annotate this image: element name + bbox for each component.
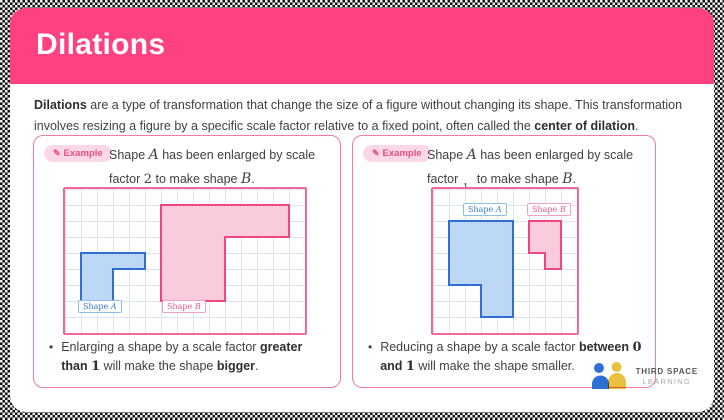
example-badge-label: Example xyxy=(63,148,103,159)
bullet-point-enlarge: • Enlarging a shape by a scale factor gr… xyxy=(49,340,303,374)
pencil-icon: ✎ xyxy=(372,148,380,158)
bullet-dot: • xyxy=(368,340,373,354)
shapes-svg-left xyxy=(80,204,290,302)
logo-people-icon xyxy=(591,362,626,389)
bold-number-1: 1 xyxy=(405,359,415,374)
coordinate-grid-right: Shape A Shape B xyxy=(431,187,579,335)
intro-period: . xyxy=(634,119,639,133)
shape-a-label: Shape A xyxy=(463,203,507,216)
pencil-icon: ✎ xyxy=(53,148,61,158)
bold-number-0: 0 xyxy=(632,340,642,355)
math-number-2: 2 xyxy=(143,172,153,187)
shape-a-label: Shape A xyxy=(78,300,122,313)
intro-bold-center-of-dilation: center of dilation xyxy=(534,119,635,133)
intro-text: are a type of transformation that change… xyxy=(34,98,683,133)
shape-b-polygon xyxy=(528,220,562,270)
math-letter-a: A xyxy=(148,147,159,163)
shape-b-label: Shape B xyxy=(162,300,206,313)
bullet-point-reduce: • Reducing a shape by a scale factor bet… xyxy=(368,340,642,374)
bold-number-1: 1 xyxy=(91,359,101,374)
shape-b-polygon xyxy=(160,204,290,302)
math-letter-b: B xyxy=(240,171,252,187)
intro-bold-dilations: Dilations xyxy=(34,98,87,112)
coordinate-grid-left: Shape A Shape B xyxy=(63,187,307,335)
content-card: Dilations Dilations are a type of transf… xyxy=(10,8,714,412)
math-letter-a: A xyxy=(466,147,477,163)
example-badge: ✎ Example xyxy=(44,145,112,162)
math-letter-b: B xyxy=(562,171,573,187)
shape-b-label: Shape B xyxy=(527,203,571,216)
third-space-learning-logo: THIRD SPACE LEARNING xyxy=(591,362,698,390)
shape-a-polygon xyxy=(448,220,514,318)
bullet-dot: • xyxy=(49,340,54,354)
shape-a-polygon xyxy=(80,252,146,302)
example-badge: ✎ Example xyxy=(363,145,431,162)
title-banner: Dilations xyxy=(10,8,714,84)
shapes-svg-right xyxy=(448,220,562,318)
page-title: Dilations xyxy=(36,28,166,61)
example-panel-reduce: ✎ Example Shape A has been enlarged by sc… xyxy=(352,135,656,388)
example-badge-label: Example xyxy=(382,148,422,159)
example-description: Shape A has been enlarged by scale facto… xyxy=(109,147,316,187)
logo-wordmark: THIRD SPACE LEARNING xyxy=(635,366,698,386)
example-panel-enlarge: ✎ Example Shape A has been enlarged by sc… xyxy=(33,135,341,388)
intro-paragraph: Dilations are a type of transformation t… xyxy=(34,95,698,137)
